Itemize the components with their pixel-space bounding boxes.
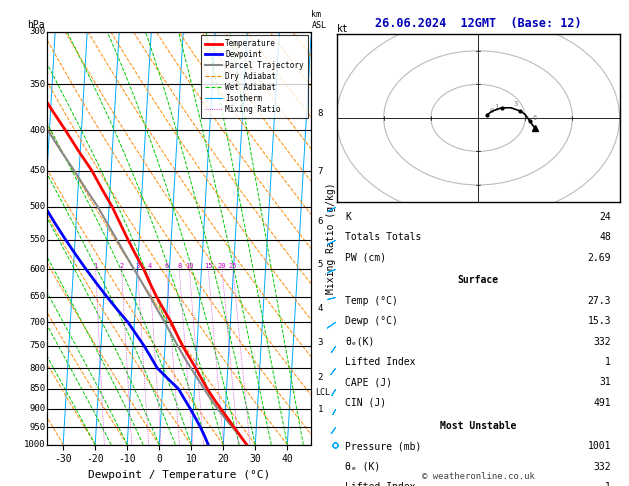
Text: 2: 2 — [120, 263, 124, 269]
Text: θₑ (K): θₑ (K) — [345, 462, 380, 471]
Text: 1001: 1001 — [587, 441, 611, 451]
Text: 1: 1 — [605, 357, 611, 367]
Text: 450: 450 — [30, 166, 46, 175]
Text: 400: 400 — [30, 126, 46, 135]
Text: PW (cm): PW (cm) — [345, 253, 386, 262]
Text: 500: 500 — [30, 202, 46, 211]
Text: hPa: hPa — [28, 19, 45, 30]
Text: 6: 6 — [532, 115, 537, 121]
Text: 48: 48 — [599, 232, 611, 242]
Text: LCL: LCL — [316, 388, 330, 397]
Text: Temp (°C): Temp (°C) — [345, 296, 398, 306]
Text: 6: 6 — [165, 263, 169, 269]
Text: 700: 700 — [30, 318, 46, 327]
Text: 25: 25 — [229, 263, 237, 269]
Text: 550: 550 — [30, 235, 46, 244]
Text: 2.69: 2.69 — [587, 253, 611, 262]
Text: 10: 10 — [185, 263, 194, 269]
Text: CIN (J): CIN (J) — [345, 398, 386, 408]
Text: 1: 1 — [605, 482, 611, 486]
Text: CAPE (J): CAPE (J) — [345, 378, 392, 387]
Text: Totals Totals: Totals Totals — [345, 232, 421, 242]
Text: 800: 800 — [30, 364, 46, 373]
Text: Surface: Surface — [457, 276, 499, 285]
Text: 332: 332 — [594, 337, 611, 347]
Text: 1000: 1000 — [25, 440, 46, 449]
Text: 950: 950 — [30, 423, 46, 432]
Text: 26.06.2024  12GMT  (Base: 12): 26.06.2024 12GMT (Base: 12) — [375, 17, 581, 30]
Text: 8: 8 — [177, 263, 181, 269]
Text: 20: 20 — [218, 263, 226, 269]
Text: 3: 3 — [513, 101, 518, 107]
Text: 300: 300 — [30, 27, 46, 36]
Text: km
ASL: km ASL — [311, 10, 326, 30]
Text: Pressure (mb): Pressure (mb) — [345, 441, 421, 451]
Text: 27.3: 27.3 — [587, 296, 611, 306]
Text: Dewp (°C): Dewp (°C) — [345, 316, 398, 326]
Legend: Temperature, Dewpoint, Parcel Trajectory, Dry Adiabat, Wet Adiabat, Isotherm, Mi: Temperature, Dewpoint, Parcel Trajectory… — [201, 35, 308, 118]
Text: 750: 750 — [30, 342, 46, 350]
Text: 491: 491 — [594, 398, 611, 408]
Text: 4: 4 — [147, 263, 152, 269]
Y-axis label: Mixing Ratio (g/kg): Mixing Ratio (g/kg) — [326, 182, 336, 294]
Text: 850: 850 — [30, 384, 46, 394]
Text: 3: 3 — [135, 263, 140, 269]
Text: 31: 31 — [599, 378, 611, 387]
Text: 900: 900 — [30, 404, 46, 413]
Text: 15.3: 15.3 — [587, 316, 611, 326]
Text: 15: 15 — [204, 263, 213, 269]
Text: 1: 1 — [94, 263, 97, 269]
Text: K: K — [345, 212, 351, 222]
Text: 600: 600 — [30, 265, 46, 274]
Text: Lifted Index: Lifted Index — [345, 357, 415, 367]
X-axis label: Dewpoint / Temperature (°C): Dewpoint / Temperature (°C) — [88, 470, 270, 480]
Text: Lifted Index: Lifted Index — [345, 482, 415, 486]
Text: 24: 24 — [599, 212, 611, 222]
Text: 650: 650 — [30, 293, 46, 301]
Text: θₑ(K): θₑ(K) — [345, 337, 374, 347]
Text: kt: kt — [337, 24, 348, 34]
Text: Most Unstable: Most Unstable — [440, 421, 516, 431]
Text: 1: 1 — [494, 104, 499, 110]
Text: 0: 0 — [490, 108, 494, 114]
Text: 332: 332 — [594, 462, 611, 471]
Text: 350: 350 — [30, 80, 46, 89]
Text: © weatheronline.co.uk: © weatheronline.co.uk — [421, 472, 535, 481]
